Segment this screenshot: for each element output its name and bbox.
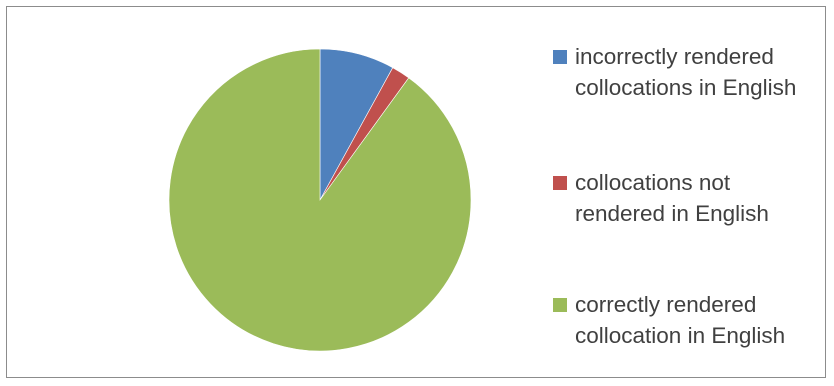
chart-frame: incorrectly rendered collocations in Eng…: [6, 6, 826, 378]
pie-chart: [168, 48, 472, 352]
pie-slice-correctly-rendered[interactable]: [168, 48, 472, 352]
legend-label-correctly-rendered: correctly rendered collocation in Englis…: [575, 292, 786, 348]
legend-swatch-not-rendered: [553, 176, 567, 190]
legend-label-not-rendered: collocations not rendered in English: [575, 170, 769, 226]
legend-label-incorrectly-rendered: incorrectly rendered collocations in Eng…: [575, 44, 797, 100]
legend-swatch-incorrectly-rendered: [553, 50, 567, 64]
legend: incorrectly rendered collocations in Eng…: [553, 41, 823, 371]
legend-swatch-correctly-rendered: [553, 298, 567, 312]
pie-slices: [168, 48, 472, 352]
